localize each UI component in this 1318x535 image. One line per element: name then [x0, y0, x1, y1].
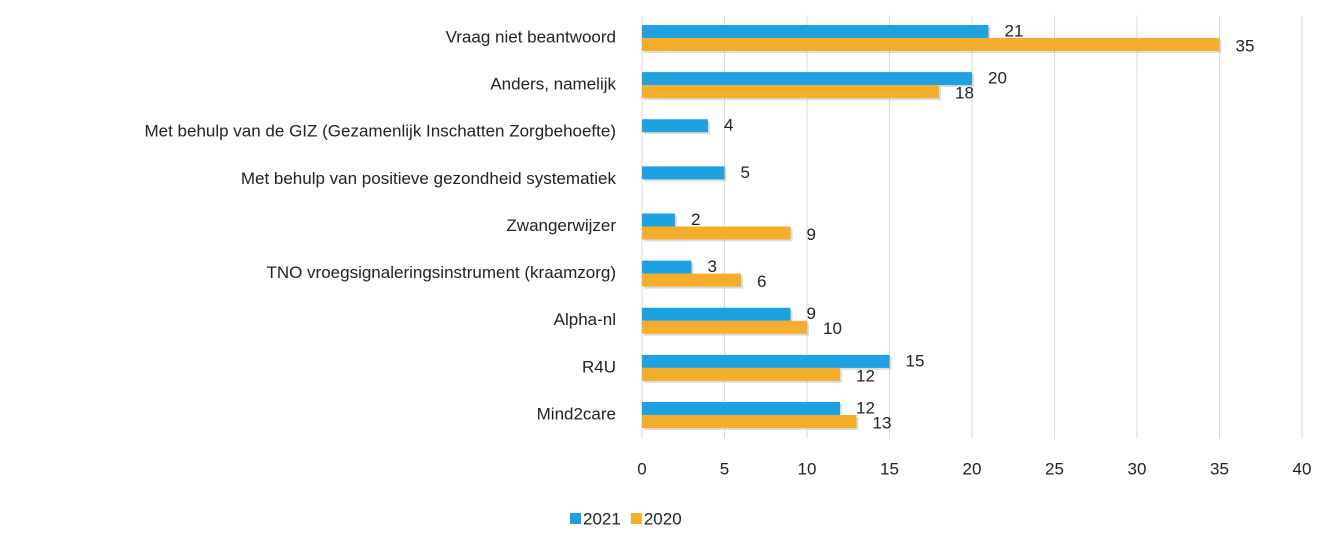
data-label: 4	[724, 116, 733, 135]
y-tick-label: Alpha-nl	[554, 310, 616, 329]
data-label: 9	[807, 225, 816, 244]
data-label: 12	[856, 398, 875, 417]
x-tick-label: 15	[880, 459, 899, 478]
bar	[642, 226, 791, 240]
data-label: 35	[1236, 36, 1255, 55]
y-tick-label: R4U	[582, 357, 616, 376]
y-tick-label: Met behulp van de GIZ (Gezamenlijk Insch…	[144, 122, 616, 141]
x-tick-label: 5	[720, 459, 729, 478]
data-label: 15	[906, 351, 925, 370]
data-label: 10	[823, 319, 842, 338]
data-label: 2	[691, 210, 700, 229]
x-tick-label: 30	[1128, 459, 1147, 478]
data-label: 21	[1005, 21, 1024, 40]
x-tick-label: 0	[637, 459, 646, 478]
legend-swatch	[630, 513, 642, 524]
bar	[642, 307, 791, 321]
bar	[642, 402, 840, 415]
data-label: 3	[708, 257, 717, 276]
bar	[642, 354, 890, 368]
data-label: 12	[856, 366, 875, 385]
bar	[642, 72, 972, 86]
x-tick-label: 10	[798, 459, 817, 478]
y-tick-label: Mind2care	[537, 404, 616, 423]
data-label: 6	[757, 272, 766, 291]
legend-swatch	[570, 513, 581, 524]
bar	[642, 25, 989, 38]
legend-label: 2021	[583, 509, 621, 528]
bar	[642, 367, 840, 381]
bar	[642, 38, 1220, 51]
data-label: 13	[873, 413, 892, 432]
y-tick-label: TNO vroegsignaleringsinstrument (kraamzo…	[266, 263, 616, 282]
y-tick-label: Zwangerwijzer	[506, 216, 616, 235]
x-tick-label: 20	[963, 459, 982, 478]
data-label: 20	[988, 69, 1007, 88]
bar	[642, 119, 708, 133]
bar	[642, 85, 939, 99]
y-tick-label: Vraag niet beantwoord	[446, 27, 616, 46]
bar	[642, 273, 741, 287]
bar	[642, 166, 725, 180]
y-tick-label: Met behulp van positieve gezondheid syst…	[241, 169, 617, 188]
data-label: 5	[741, 163, 750, 182]
bar	[642, 213, 675, 227]
x-tick-label: 40	[1293, 459, 1312, 478]
bar	[642, 260, 692, 274]
x-tick-label: 35	[1210, 459, 1229, 478]
bar	[642, 415, 857, 428]
bar	[642, 320, 807, 334]
data-label: 9	[807, 304, 816, 323]
x-tick-label: 25	[1045, 459, 1064, 478]
y-tick-label: Anders, namelijk	[490, 75, 616, 94]
legend-label: 2020	[644, 509, 682, 528]
data-label: 18	[955, 84, 974, 103]
